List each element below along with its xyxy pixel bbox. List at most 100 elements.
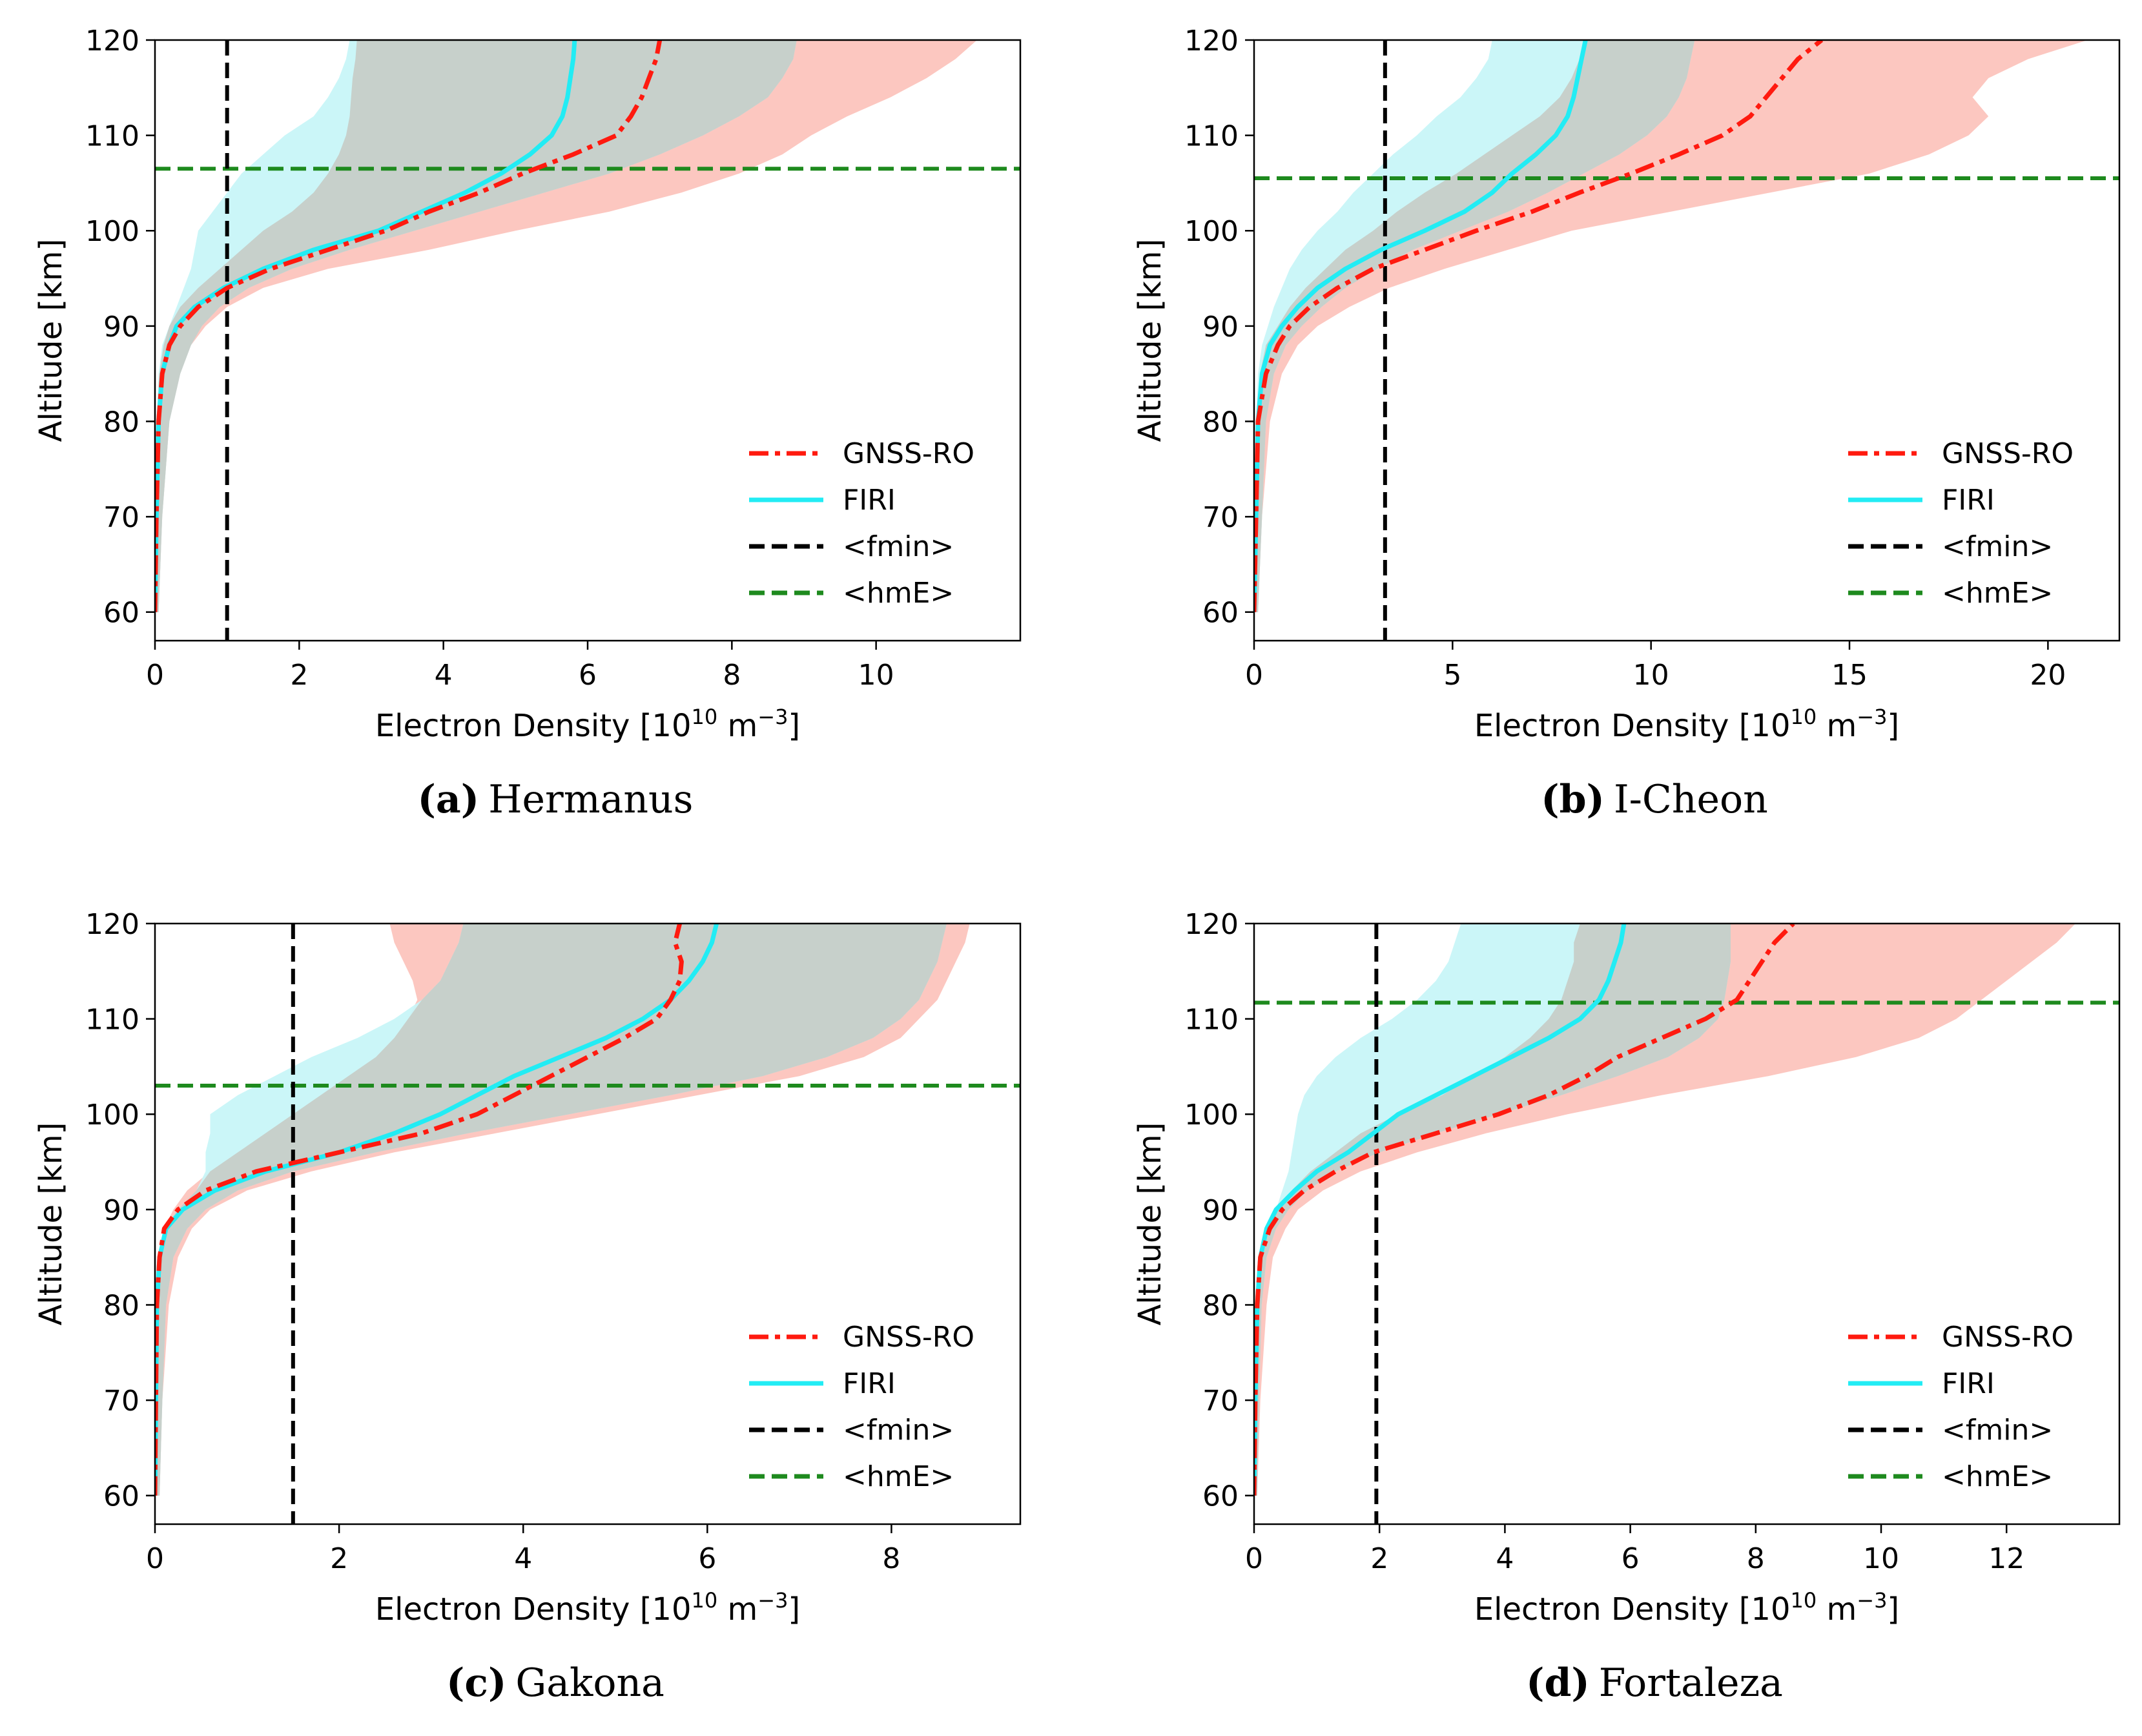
legend-label: GNSS-RO xyxy=(1942,1321,2074,1354)
axis-label-part: Electron Density [10 xyxy=(1474,708,1791,744)
axis-label-superscript: −3 xyxy=(757,1588,788,1613)
band-overlap xyxy=(1254,924,1731,1496)
caption-station: Hermanus xyxy=(488,777,693,822)
legend-fmin: <fmin> xyxy=(1848,1414,2053,1447)
caption-letter: (c) xyxy=(446,1660,506,1706)
axis-label-part: Electron Density [10 xyxy=(1474,1591,1791,1628)
y-tick-label: 80 xyxy=(103,1289,139,1322)
axis-label-superscript: −3 xyxy=(757,705,788,729)
y-tick-label: 80 xyxy=(103,406,139,439)
y-tick-label: 60 xyxy=(1202,597,1239,630)
x-tick-label: 10 xyxy=(858,659,894,692)
y-tick-label: 120 xyxy=(1184,908,1239,941)
legend-hme: <hmE> xyxy=(749,577,954,610)
x-tick-label: 15 xyxy=(1831,659,1868,692)
y-axis-label: Altitude [km] xyxy=(1132,239,1168,442)
firi-spread-band xyxy=(155,40,797,612)
legend-label: GNSS-RO xyxy=(843,437,974,470)
axis-label-part: ] xyxy=(788,708,800,744)
y-tick-label: 110 xyxy=(1184,120,1239,153)
plot-area xyxy=(155,40,1020,641)
x-tick-label: 0 xyxy=(146,1542,164,1575)
plot-area xyxy=(1254,40,2119,641)
x-tick-label: 10 xyxy=(1633,659,1669,692)
legend-label: <hmE> xyxy=(1942,577,2053,610)
legend-fmin: <fmin> xyxy=(749,1414,954,1447)
y-tick-label: 100 xyxy=(1184,1099,1239,1132)
x-tick-label: 2 xyxy=(290,659,308,692)
plot-area xyxy=(155,924,1020,1524)
legend-label: <hmE> xyxy=(1942,1460,2053,1493)
panel-d: 0 2 4 6 8 10 12 60 70 80 90 100 110 120 Electron Densi… xyxy=(1132,908,2121,1706)
y-axis-label: Altitude [km] xyxy=(1132,1122,1168,1326)
x-tick-label: 10 xyxy=(1863,1542,1899,1575)
x-tick-label: 2 xyxy=(330,1542,348,1575)
axis-label-part: m xyxy=(1817,708,1857,744)
y-tick-label: 120 xyxy=(1184,25,1239,57)
y-tick-label: 80 xyxy=(1202,406,1239,439)
legend-gnss-ro: GNSS-RO xyxy=(749,437,974,470)
y-tick-label: 90 xyxy=(103,1194,139,1227)
legend-label: FIRI xyxy=(1942,1367,1995,1400)
y-tick-label: 110 xyxy=(85,120,139,153)
subfigure-caption: (a) Hermanus xyxy=(418,777,694,822)
legend: GNSS-RO FIRI <fmin> <hmE> xyxy=(1848,1321,2074,1493)
y-tick-label: 60 xyxy=(1202,1480,1239,1513)
x-tick-label: 4 xyxy=(435,659,453,692)
legend-firi: FIRI xyxy=(1848,484,1995,517)
band-overlap xyxy=(1254,40,1695,612)
legend-label: GNSS-RO xyxy=(843,1321,974,1354)
firi-series-line xyxy=(1254,40,1588,612)
caption-station: Fortaleza xyxy=(1599,1660,1783,1706)
axis-label-part: m xyxy=(717,1591,757,1628)
x-tick-label: 12 xyxy=(1988,1542,2024,1575)
x-tick-label: 4 xyxy=(1496,1542,1514,1575)
legend-label: FIRI xyxy=(1942,484,1995,517)
y-tick-label: 120 xyxy=(85,908,139,941)
firi-series-line xyxy=(1254,924,1627,1496)
gnss-ro-spread-band xyxy=(1254,40,2088,612)
legend-hme: <hmE> xyxy=(1848,577,2053,610)
x-tick-label: 6 xyxy=(1622,1542,1640,1575)
panel-c: 0 2 4 6 8 60 70 80 90 100 110 120 Electron Density [… xyxy=(33,908,1022,1706)
x-tick-label: 0 xyxy=(146,659,164,692)
x-axis-label: Electron Density [1010 m−3] xyxy=(375,1588,800,1628)
gnss-ro-series-line xyxy=(1254,924,1795,1496)
legend-firi: FIRI xyxy=(749,484,896,517)
caption-letter: (a) xyxy=(418,777,480,822)
axis-label-superscript: −3 xyxy=(1857,705,1887,729)
legend: GNSS-RO FIRI <fmin> <hmE> xyxy=(749,1321,974,1493)
subfigure-caption: (c) Gakona xyxy=(446,1660,664,1706)
legend-firi: FIRI xyxy=(749,1367,896,1400)
legend-fmin: <fmin> xyxy=(1848,530,2053,563)
legend-label: GNSS-RO xyxy=(1942,437,2074,470)
y-axis-label: Altitude [km] xyxy=(33,1122,69,1326)
axis-label-part: m xyxy=(717,708,757,744)
axis-label-part: Electron Density [10 xyxy=(375,708,692,744)
axis-label-part: m xyxy=(1817,1591,1857,1628)
y-tick-label: 100 xyxy=(85,215,139,248)
caption-station: I-Cheon xyxy=(1614,777,1768,822)
y-tick-label: 120 xyxy=(85,25,139,57)
x-tick-label: 5 xyxy=(1443,659,1461,692)
axis-label-superscript: 10 xyxy=(692,705,718,729)
y-tick-label: 70 xyxy=(103,501,139,534)
y-tick-label: 90 xyxy=(1202,1194,1239,1227)
legend-hme: <hmE> xyxy=(749,1460,954,1493)
x-tick-label: 8 xyxy=(882,1542,900,1575)
caption-letter: (b) xyxy=(1541,777,1605,822)
legend-label: <fmin> xyxy=(843,530,954,563)
x-axis-label: Electron Density [1010 m−3] xyxy=(1474,1588,1899,1628)
legend: GNSS-RO FIRI <fmin> <hmE> xyxy=(1848,437,2074,610)
axis-label-superscript: 10 xyxy=(1791,1588,1817,1613)
x-tick-label: 6 xyxy=(579,659,597,692)
gnss-ro-series-line xyxy=(155,924,684,1496)
axis-label-superscript: −3 xyxy=(1857,1588,1887,1613)
x-tick-label: 2 xyxy=(1370,1542,1388,1575)
legend-fmin: <fmin> xyxy=(749,530,954,563)
axis-label-part: ] xyxy=(1887,1591,1899,1628)
y-tick-label: 70 xyxy=(103,1385,139,1418)
axes-frame xyxy=(154,922,1022,1525)
